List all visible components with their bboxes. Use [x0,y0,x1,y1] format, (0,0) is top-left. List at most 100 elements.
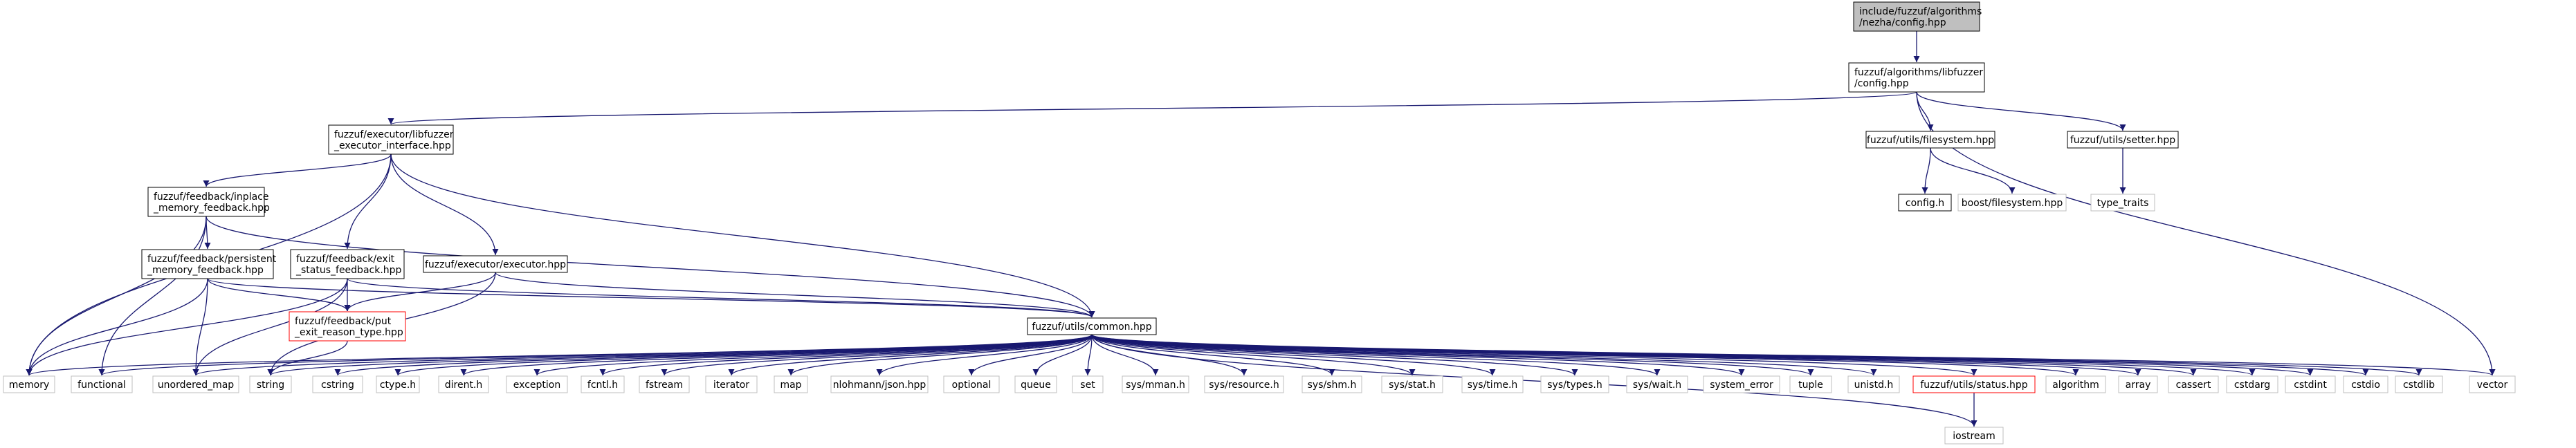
node-resource: sys/resource.h [1204,375,1284,393]
node-cstdlib-box [2395,375,2443,393]
node-common-label: fuzzuf/utils/common.hpp [1032,321,1151,333]
node-fstream: fstream [639,375,690,393]
node-config_h[interactable]: config.h [1898,194,1952,212]
edge-common-to-exception [533,334,1093,376]
node-common[interactable]: fuzzuf/utils/common.hpp [1027,317,1157,335]
node-libfuzzer_config[interactable]: fuzzuf/algorithms/libfuzzer/config.hpp [1848,62,1985,93]
node-shm-label: sys/shm.h [1308,380,1357,391]
node-cstdio-label: cstdio [2351,380,2380,391]
node-shm: sys/shm.h [1301,375,1362,393]
node-shm-box [1301,375,1362,393]
node-config_h-box [1898,194,1952,212]
node-exit_status-box [290,249,405,279]
node-boost_fs-box [1957,194,2067,212]
node-executor[interactable]: fuzzuf/executor/executor.hpp [423,255,568,273]
header-nodes: include/fuzzuf/algorithms/nezha/config.h… [3,1,2516,445]
dependency-edges [26,30,2496,427]
node-mman-box [1122,375,1189,393]
node-root-box [1853,1,1980,32]
node-queue-label: queue [1021,380,1051,391]
node-vector: vector [2469,375,2516,393]
edge-persistent-to-put_exit [207,278,351,312]
node-put_exit[interactable]: fuzzuf/feedback/put_exit_reason_type.hpp [289,311,406,342]
node-exit_status-label: _status_feedback.hpp [295,265,402,276]
edge-common-to-dirent_h [460,334,1093,376]
node-executor-label: fuzzuf/executor/executor.hpp [425,259,566,270]
node-vector-box [2469,375,2516,393]
edge-inplace-to-functional [98,216,207,376]
node-cstdarg-label: cstdarg [2234,380,2270,391]
node-optional: optional [943,375,1000,393]
node-resource-label: sys/resource.h [1209,380,1279,391]
node-inplace-box [147,187,265,217]
node-functional-box [71,375,133,393]
node-unordered_map-label: unordered_map [158,380,234,391]
node-status[interactable]: fuzzuf/utils/status.hpp [1912,375,2036,393]
edge-persistent-to-memory [26,278,208,376]
node-libfuzzer_config-label: fuzzuf/algorithms/libfuzzer [1854,67,1983,78]
node-unistd: unistd.h [1847,375,1900,393]
node-algorithm-label: algorithm [2052,380,2099,391]
edge-common-to-iterator [728,334,1093,376]
node-types-label: sys/types.h [1547,380,1602,391]
node-string: string [249,375,292,393]
node-iterator: iterator [705,375,758,393]
node-persistent-box [141,249,274,279]
edge-common-to-status [1091,334,1977,376]
node-root[interactable]: include/fuzzuf/algorithms/nezha/config.h… [1853,1,1982,32]
node-array: array [2118,375,2158,393]
node-boost_fs: boost/filesystem.hpp [1957,194,2067,212]
edge-exit_status-to-memory [26,278,348,376]
node-cstdio-box [2343,375,2388,393]
node-persistent[interactable]: fuzzuf/feedback/persistent_memory_feedba… [141,249,277,279]
node-dirent_h-box [438,375,489,393]
node-fcntl_h-label: fcntl.h [587,380,618,391]
node-functional: functional [71,375,133,393]
node-stat: sys/stat.h [1381,375,1443,393]
node-exit_status-label: fuzzuf/feedback/exit [296,254,395,265]
node-time: sys/time.h [1461,375,1524,393]
edge-inplace-to-memory [26,216,207,376]
node-cassert-box [2168,375,2219,393]
node-system_error: system_error [1703,375,1780,393]
node-string-box [249,375,292,393]
node-exit_status[interactable]: fuzzuf/feedback/exit_status_feedback.hpp [290,249,405,279]
edge-common-to-memory [26,334,1093,376]
node-fstream-box [639,375,690,393]
node-common-box [1027,317,1157,335]
node-setter-box [2067,131,2179,149]
node-put_exit-label: _exit_reason_type.hpp [294,327,403,338]
node-setter[interactable]: fuzzuf/utils/setter.hpp [2067,131,2179,149]
node-set: set [1072,375,1104,393]
node-executor_interface-box [328,124,454,155]
node-cstring: cstring [312,375,363,393]
node-queue-box [1014,375,1057,393]
node-executor_interface-label: fuzzuf/executor/libfuzzer [334,129,454,140]
node-executor_interface[interactable]: fuzzuf/executor/libfuzzer_executor_inter… [328,124,454,155]
node-fcntl_h: fcntl.h [581,375,625,393]
edge-common-to-unistd [1091,334,1877,376]
node-filesystem[interactable]: fuzzuf/utils/filesystem.hpp [1865,131,1995,149]
node-inplace[interactable]: fuzzuf/feedback/inplace_memory_feedback.… [147,187,270,217]
edge-inplace-to-common [205,216,1095,318]
node-resource-box [1204,375,1284,393]
node-array-label: array [2126,380,2151,391]
node-cstdlib-label: cstdlib [2403,380,2435,391]
edge-common-to-shm [1091,334,1335,376]
node-iostream-box [1944,427,2004,445]
edge-libfuzzer_config-to-setter [1916,91,2126,131]
edge-persistent-to-unordered_map [192,278,208,376]
node-set-label: set [1080,380,1095,391]
node-tuple: tuple [1789,375,1832,393]
edge-executor_interface-to-common [390,153,1095,318]
node-cstdint-box [2285,375,2336,393]
node-dirent_h-label: dirent.h [445,380,483,391]
node-dirent_h: dirent.h [438,375,489,393]
node-types-box [1540,375,1609,393]
edge-common-to-stat [1091,334,1416,376]
node-mman-label: sys/mman.h [1126,380,1185,391]
edge-libfuzzer_config-to-executor_interface [388,91,1917,125]
node-string-label: string [257,380,284,391]
edge-executor-to-common [495,272,1095,318]
